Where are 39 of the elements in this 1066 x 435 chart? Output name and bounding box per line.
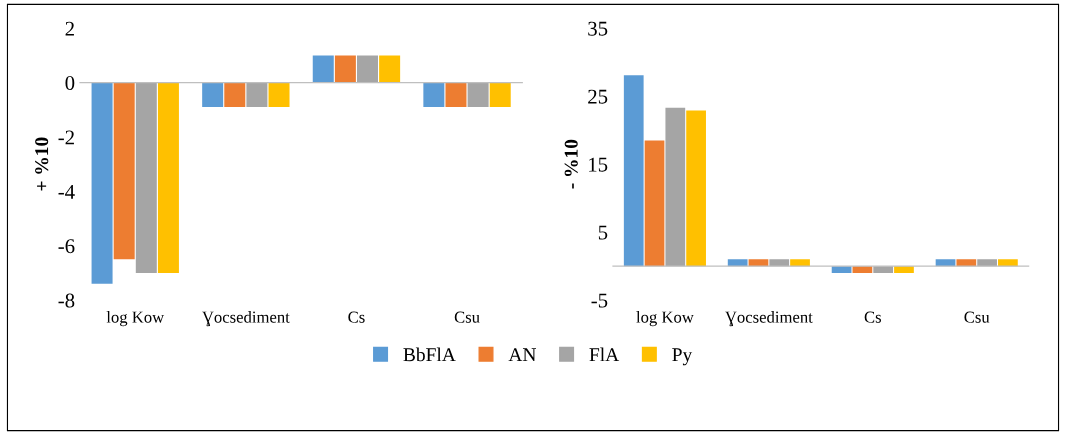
y-tick-label: 25 [588,89,608,104]
legend-label: FlA [589,347,620,362]
x-tick-label: Cs [864,311,881,323]
y-tick-label: -8 [58,293,75,308]
bar [665,107,686,267]
bar [623,75,644,267]
bar [686,110,706,267]
bar [644,140,665,267]
bar [790,259,810,267]
bar [873,266,894,273]
x-tick-label: log Kow [106,311,165,327]
bar [748,259,769,267]
y-tick-label: 5 [598,225,608,240]
bar [727,259,748,267]
legend-label: AN [508,348,537,362]
y-tick-label: 15 [589,157,608,172]
y-tick-label: 35 [588,21,608,36]
x-tick-label: Csu [964,311,990,323]
y-axis-title: + %10 [35,137,49,191]
x-tick-label: Csu [454,311,480,323]
x-tick-label: Ɣocsediment [725,311,813,327]
y-tick-label: -4 [58,184,75,199]
bar [956,259,977,267]
legend-label: Py [672,348,693,366]
y-axis-title: - %10 [564,139,578,189]
x-tick-label: log Kow [636,311,694,327]
x-tick-label: Cs [348,311,365,323]
y-tick-label: 0 [65,76,75,91]
y-tick-label: -2 [58,130,74,145]
y-tick-label: -6 [58,239,75,254]
bar [769,259,790,267]
y-tick-label: -5 [591,293,608,308]
y-tick-label: 2 [65,21,74,36]
bar [935,259,956,267]
bar [894,266,914,273]
bar [977,259,997,267]
x-tick-label: Ɣocsediment [202,311,290,327]
bar [998,259,1018,267]
legend-label: BbFlA [403,347,456,362]
